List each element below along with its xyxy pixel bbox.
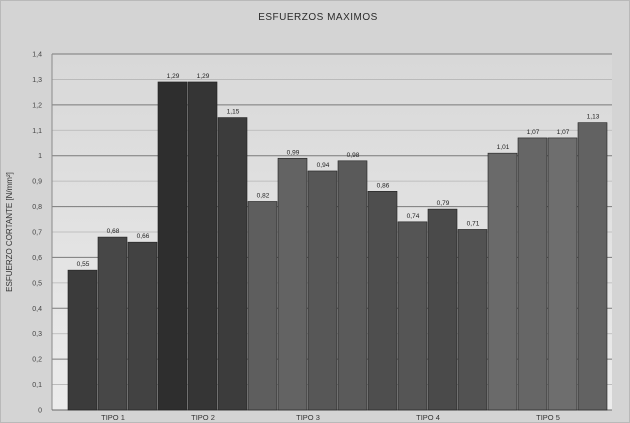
data-label: 0,74: [407, 213, 420, 220]
data-label: 0,99: [287, 149, 300, 156]
bar: [427, 208, 458, 411]
y-tick-label: 0: [38, 408, 42, 415]
y-tick-label: 0,7: [32, 230, 42, 237]
bar: [577, 122, 608, 411]
bar: [97, 236, 128, 411]
data-label: 1,13: [587, 114, 600, 121]
bar: [457, 229, 488, 411]
x-category-label: TIPO 2: [191, 413, 215, 422]
bar: [397, 221, 428, 411]
data-label: 1,07: [527, 129, 540, 136]
y-tick-label: 0,3: [32, 331, 42, 338]
data-label: 0,98: [347, 152, 360, 159]
bar: [487, 152, 518, 411]
bar: [547, 137, 578, 411]
y-axis-label: ESFUERZO CORTANTE [N/mm²]: [5, 172, 14, 292]
y-tick-label: 1,3: [32, 77, 42, 84]
y-tick-label: 1,1: [32, 128, 42, 135]
data-label: 0,55: [77, 261, 90, 268]
y-tick-label: 1,2: [32, 102, 42, 109]
data-label: 0,82: [257, 192, 270, 199]
data-label: 0,94: [317, 162, 330, 169]
data-label: 0,86: [377, 182, 390, 189]
data-label: 1,29: [167, 73, 180, 80]
x-category-label: TIPO 1: [101, 413, 125, 422]
x-category-label: TIPO 3: [296, 413, 320, 422]
y-axis-ticks: 0 0,1 0,2 0,3 0,4 0,5 0,6 0,7 0,8 0,9 1 1,1 1,2 1,3 1,…: [32, 52, 42, 415]
y-tick-label: 0,2: [32, 357, 42, 364]
bar: [217, 117, 248, 411]
data-label: 0,79: [437, 200, 450, 207]
data-label: 0,66: [137, 233, 150, 240]
bar: [337, 160, 368, 411]
data-label: 0,68: [107, 228, 120, 235]
bar: [367, 191, 398, 411]
data-labels: 0,55 0,68 0,66 1,29 1,29 1,15 0,82 0,99 0,94 0,98…: [77, 73, 600, 268]
bar: [157, 81, 188, 411]
bar: [67, 269, 98, 411]
chart-title: ESFUERZOS MAXIMOS: [258, 12, 378, 23]
data-label: 1,07: [557, 129, 570, 136]
y-tick-label: 0,1: [32, 382, 42, 389]
bar: [127, 241, 158, 411]
x-category-label: TIPO 5: [536, 413, 560, 422]
y-tick-label: 1: [38, 153, 42, 160]
x-axis-categories: TIPO 1 TIPO 2 TIPO 3 TIPO 4 TIPO 5: [101, 413, 560, 422]
bar: [187, 81, 218, 411]
y-tick-label: 0,9: [32, 179, 42, 186]
x-category-label: TIPO 4: [416, 413, 440, 422]
y-tick-label: 1,4: [32, 52, 42, 59]
y-tick-label: 0,8: [32, 204, 42, 211]
data-label: 1,29: [197, 73, 210, 80]
y-tick-label: 0,4: [32, 306, 42, 313]
bar: [247, 201, 278, 411]
y-tick-label: 0,6: [32, 255, 42, 262]
bar: [307, 170, 338, 411]
bar: [277, 157, 308, 411]
bars: [67, 81, 608, 411]
data-label: 0,71: [467, 220, 480, 227]
bar: [517, 137, 548, 411]
data-label: 1,01: [497, 144, 510, 151]
y-tick-label: 0,5: [32, 280, 42, 287]
data-label: 1,15: [227, 109, 240, 116]
